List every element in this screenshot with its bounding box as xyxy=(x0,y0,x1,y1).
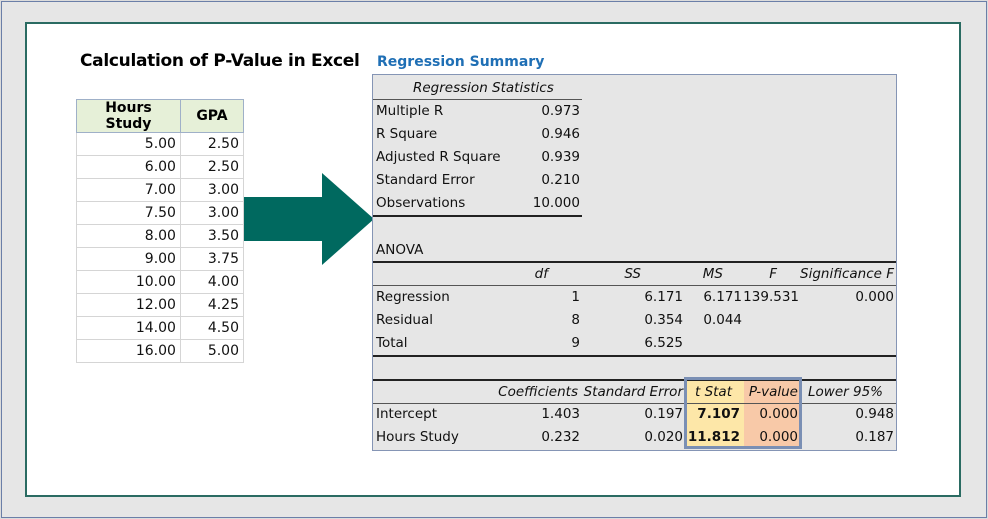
divider xyxy=(373,261,896,263)
t-stat-highlight xyxy=(686,381,744,447)
divider xyxy=(373,379,896,381)
gpa-cell: 3.75 xyxy=(179,247,245,271)
gpa-cell: 3.00 xyxy=(179,178,245,202)
gpa-cell: 5.00 xyxy=(179,339,245,363)
anova-header-ms: MS xyxy=(702,266,723,282)
hours-cell: 16.00 xyxy=(76,339,181,363)
coef-value: 1.403 xyxy=(541,406,580,422)
table-row: 7.00 3.00 xyxy=(76,178,245,202)
gpa-cell: 4.00 xyxy=(179,270,245,294)
hours-cell: 7.00 xyxy=(76,178,181,202)
gpa-cell: 4.25 xyxy=(179,293,245,317)
divider xyxy=(373,403,896,404)
coef-header-t-stat: t Stat xyxy=(694,384,732,400)
coef-value: 0.232 xyxy=(541,429,580,445)
anova-significance: 0.000 xyxy=(855,289,894,305)
anova-df: 9 xyxy=(571,335,580,351)
anova-ss: 6.525 xyxy=(644,335,683,351)
anova-row-label: Regression xyxy=(376,289,450,305)
gpa-cell: 2.50 xyxy=(179,155,245,179)
table-header-row: Hours Study GPA xyxy=(76,99,245,133)
gpa-cell: 3.00 xyxy=(179,201,245,225)
hours-cell: 8.00 xyxy=(76,224,181,248)
coef-row-label: Intercept xyxy=(376,406,437,422)
stat-label: Adjusted R Square xyxy=(376,149,501,165)
hours-cell: 14.00 xyxy=(76,316,181,340)
stat-label: Multiple R xyxy=(376,103,444,119)
gpa-cell: 2.50 xyxy=(179,132,245,156)
anova-header-df: df xyxy=(534,266,548,282)
hours-cell: 9.00 xyxy=(76,247,181,271)
table-row: 12.00 4.25 xyxy=(76,293,245,317)
hours-cell: 7.50 xyxy=(76,201,181,225)
anova-row-label: Residual xyxy=(376,312,434,328)
stat-value: 0.946 xyxy=(541,126,580,142)
stat-label: Observations xyxy=(376,195,466,211)
table-row: 7.50 3.00 xyxy=(76,201,245,225)
table-row: 14.00 4.50 xyxy=(76,316,245,340)
coef-lower-95: 0.948 xyxy=(855,406,894,422)
table-row: 9.00 3.75 xyxy=(76,247,245,271)
anova-title: ANOVA xyxy=(376,242,424,258)
hours-cell: 6.00 xyxy=(76,155,181,179)
p-value-highlight xyxy=(744,381,800,447)
anova-ms: 0.044 xyxy=(703,312,742,328)
anova-df: 8 xyxy=(571,312,580,328)
table-row: 16.00 5.00 xyxy=(76,339,245,363)
stat-label: Standard Error xyxy=(376,172,475,188)
table-row: 5.00 2.50 xyxy=(76,132,245,156)
anova-row-label: Total xyxy=(376,335,408,351)
divider xyxy=(373,215,582,217)
t-stat-p-value-highlight-box xyxy=(684,377,802,449)
stat-value: 10.000 xyxy=(532,195,580,211)
page-title: Calculation of P-Value in Excel xyxy=(80,51,360,71)
hours-cell: 12.00 xyxy=(76,293,181,317)
stat-value: 0.939 xyxy=(541,149,580,165)
anova-df: 1 xyxy=(571,289,580,305)
gpa-cell: 3.50 xyxy=(179,224,245,248)
stat-value: 0.973 xyxy=(541,103,580,119)
column-header-hours-study: Hours Study xyxy=(76,99,181,133)
anova-ms: 6.171 xyxy=(703,289,742,305)
hours-cell: 10.00 xyxy=(76,270,181,294)
anova-ss: 0.354 xyxy=(644,312,683,328)
divider xyxy=(373,355,896,357)
anova-header-significance-f: Significance F xyxy=(800,266,894,282)
regression-statistics-header: Regression Statistics xyxy=(413,80,554,96)
divider xyxy=(373,99,582,100)
hours-cell: 5.00 xyxy=(76,132,181,156)
coef-t-stat: 11.812 xyxy=(687,429,740,445)
anova-ss: 6.171 xyxy=(644,289,683,305)
coef-row-label: Hours Study xyxy=(376,429,459,445)
coef-p-value: 0.000 xyxy=(759,406,798,422)
regression-summary-title: Regression Summary xyxy=(377,54,545,70)
stat-label: R Square xyxy=(376,126,438,142)
anova-header-f: F xyxy=(769,266,777,282)
coef-header-p-value: P-value xyxy=(748,384,798,400)
table-row: 8.00 3.50 xyxy=(76,224,245,248)
column-header-gpa: GPA xyxy=(179,99,245,133)
coef-header-coefficients: Coefficients xyxy=(498,384,578,400)
right-arrow-icon xyxy=(244,173,374,265)
coef-standard-error: 0.020 xyxy=(644,429,683,445)
gpa-cell: 4.50 xyxy=(179,316,245,340)
coef-t-stat: 7.107 xyxy=(697,406,740,422)
coef-header-lower-95: Lower 95% xyxy=(808,384,883,400)
input-data-table: Hours Study GPA 5.00 2.50 6.00 2.50 7.00 3.… xyxy=(76,99,245,363)
stat-value: 0.210 xyxy=(541,172,580,188)
anova-header-ss: SS xyxy=(624,266,641,282)
coef-header-standard-error: Standard Error xyxy=(583,384,683,400)
coef-p-value: 0.000 xyxy=(759,429,798,445)
table-row: 6.00 2.50 xyxy=(76,155,245,179)
table-row: 10.00 4.00 xyxy=(76,270,245,294)
coef-lower-95: 0.187 xyxy=(855,429,894,445)
coef-standard-error: 0.197 xyxy=(644,406,683,422)
divider xyxy=(373,285,896,286)
anova-f: 139.531 xyxy=(743,289,799,305)
regression-summary-panel: Regression Statistics Multiple R 0.973 R… xyxy=(372,74,897,451)
